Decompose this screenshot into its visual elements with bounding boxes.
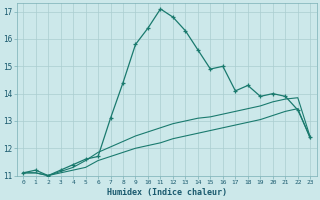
X-axis label: Humidex (Indice chaleur): Humidex (Indice chaleur) — [107, 188, 227, 197]
